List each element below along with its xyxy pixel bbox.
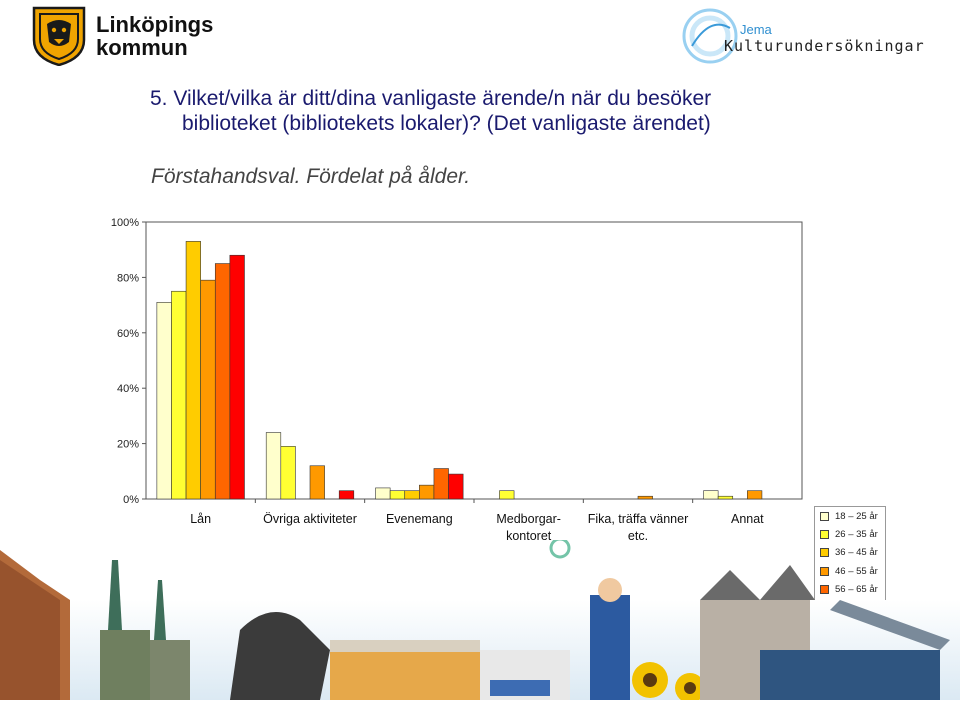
lion-shield-icon [32,6,86,66]
y-tick-label: 20% [117,439,139,451]
y-tick-label: 40% [117,383,139,395]
bar [338,490,355,500]
bar [309,465,325,500]
jema-swirl-icon [682,8,738,64]
question-title: 5. Vilket/vilka är ditt/dina vanligaste … [150,86,870,136]
y-tick-label: 80% [117,272,139,284]
legend-swatch [820,511,829,521]
x-tick-label: Fika, träffa vänner [588,512,689,526]
question-line1: 5. Vilket/vilka är ditt/dina vanligaste … [150,87,712,110]
bar [229,254,245,500]
bar [499,490,515,500]
bar [747,490,763,500]
bar [265,432,282,500]
figure-statue [590,595,630,700]
x-tick-label: etc. [628,529,648,543]
jema-subtitle: Kulturundersökningar [724,37,925,55]
aircraft [830,600,950,650]
horse-statue [230,612,330,700]
chart-svg: 0% 20% 40% 60% 80% 100% Lån Övriga aktiviteter E… [111,217,803,543]
city-collage-image [0,537,960,703]
legend-item: 36 – 45 år [820,547,878,561]
bar [419,484,435,500]
logo-name-line2: kommun [96,35,188,60]
bar [717,495,734,500]
legend-swatch [820,548,829,558]
spire [108,560,122,630]
jema-name: Jema [740,22,772,37]
bar [404,490,420,500]
y-tick-label: 0% [123,494,139,506]
bar [214,263,231,500]
x-tick-label: kontoret [506,529,552,543]
legend-label: 18 – 25 år [835,511,878,522]
x-tick-label: Övriga aktiviteter [263,512,357,526]
legend-label: 46 – 55 år [835,565,878,577]
y-tick-label: 60% [117,328,139,340]
bar [171,290,187,500]
magnifier-icon [549,537,571,559]
bar [389,490,406,500]
legend-swatch [820,566,829,576]
city-collage-svg [0,537,960,703]
legend-label: 36 – 45 år [835,547,878,559]
chart-subtitle: Förstahandsval. Fördelat på ålder. [151,165,471,188]
bar-chart: 0% 20% 40% 60% 80% 100% Lån Övriga aktiviteter E… [0,200,960,620]
bar [703,490,719,500]
legend-item: 56 – 65 år [820,584,878,598]
legend-swatch [820,584,829,594]
legend-label: 26 – 35 år [835,529,878,541]
bar [637,495,653,500]
linkoping-logo: Linköpings kommun [30,6,220,66]
x-tick-label: Evenemang [386,512,453,526]
bar [433,468,449,500]
logo-name-line1: Linköpings [96,12,214,37]
bar [448,473,464,500]
town-buildings [330,650,480,700]
legend-item: 26 – 35 år [820,529,878,543]
bar [280,446,296,500]
museum-building [760,650,940,700]
bar [156,302,172,500]
question-line2: biblioteket (bibliotekets lokaler)? (Det… [182,112,711,135]
bar [375,487,391,500]
plot-area [145,221,803,500]
jema-logo: Jema Kulturundersökningar [680,4,950,70]
x-tick-label: Medborgar- [496,512,561,526]
bar [200,279,216,500]
x-tick-label: Annat [731,512,764,526]
y-tick-label: 100% [111,217,139,229]
legend-item: 18 – 25 år [820,511,878,525]
legend-label: 56 – 65 år [835,583,878,595]
legend-item: 46 – 55 år [820,566,878,580]
bar [185,241,201,500]
legend-swatch [820,530,829,540]
x-tick-label: Lån [190,512,211,526]
